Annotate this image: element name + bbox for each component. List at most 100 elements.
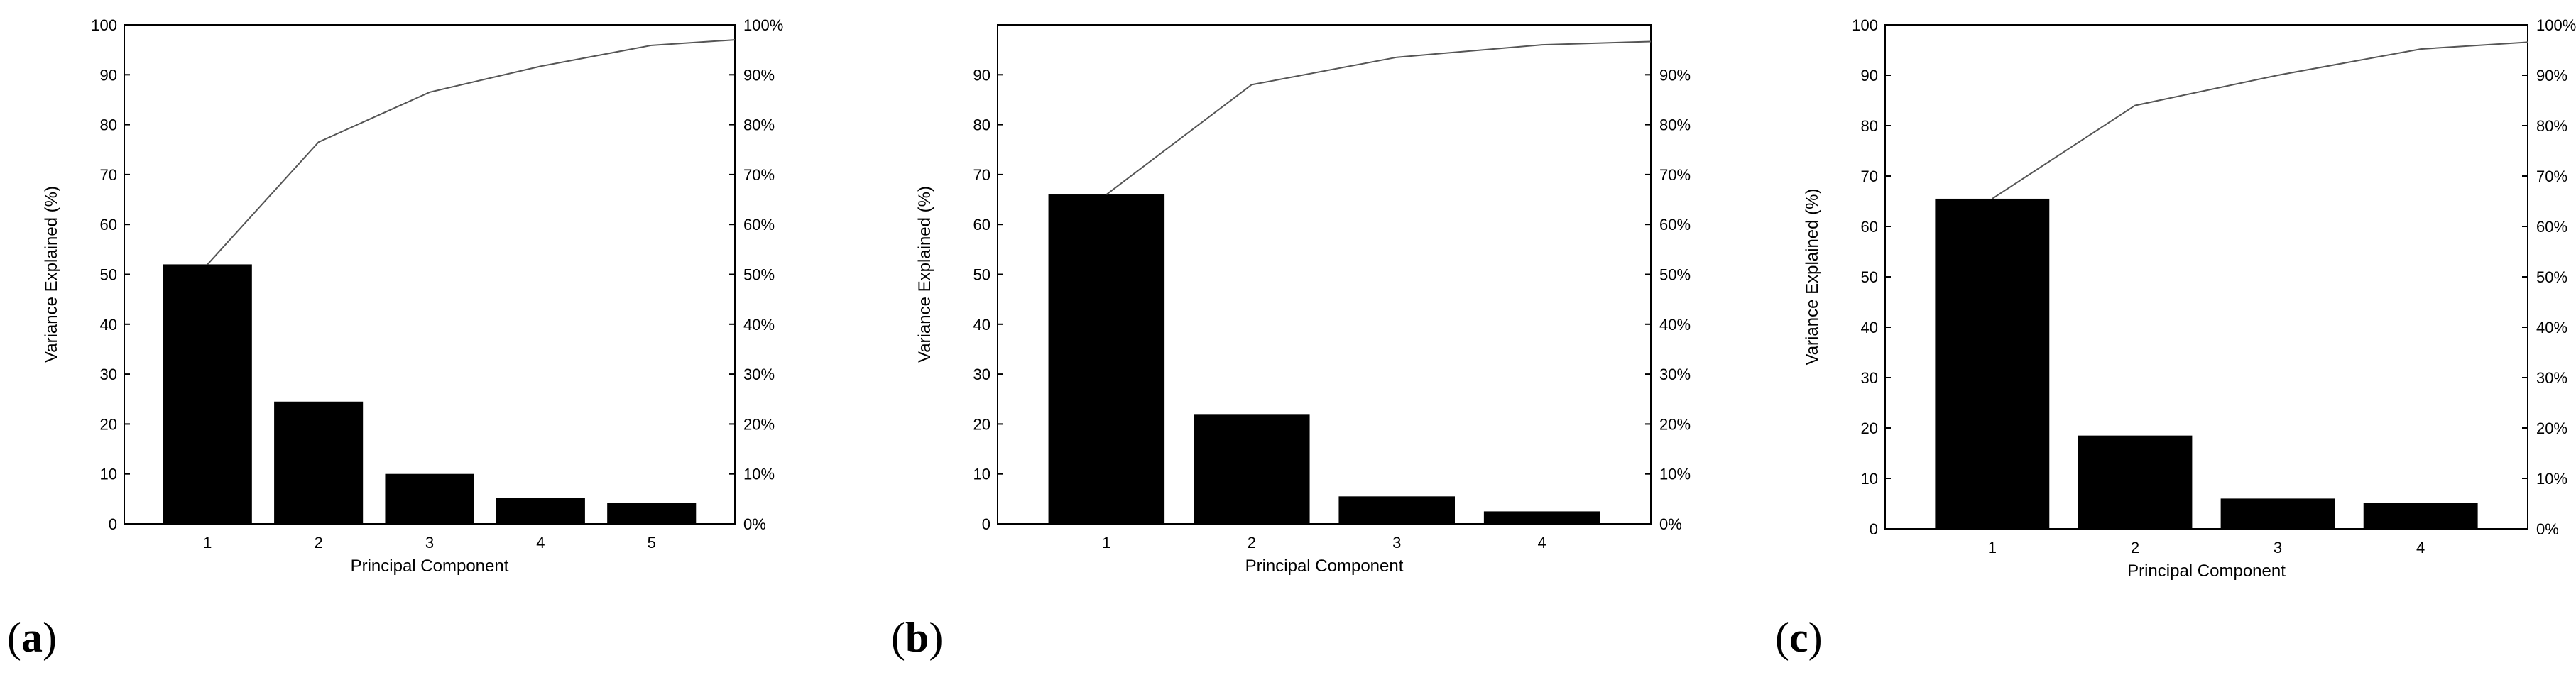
y2-tick-label: 10% (1659, 466, 1691, 483)
x-tick-label: 2 (315, 534, 323, 552)
y-tick-label: 20 (100, 415, 117, 433)
y-axis-title: Variance Explained (%) (915, 186, 934, 363)
panel-letter: a (21, 614, 43, 661)
y2-tick-label: 30% (1659, 366, 1691, 383)
y2-tick-label: 60% (2536, 218, 2567, 236)
y2-tick-label: 40% (1659, 316, 1691, 334)
y-tick-label: 60 (100, 216, 117, 234)
y2-tick-label: 100% (2536, 16, 2576, 34)
cumulative-line (207, 39, 736, 265)
y2-tick-label: 90% (743, 66, 775, 84)
y2-tick-label: 40% (2536, 319, 2567, 336)
y-tick-label: 30 (100, 366, 117, 383)
y2-tick-label: 30% (743, 366, 775, 383)
y-tick-label: 100 (91, 16, 117, 34)
bar-4 (1483, 511, 1600, 524)
y-tick-label: 40 (1861, 319, 1878, 336)
y-tick-label: 50 (1861, 268, 1878, 286)
y-tick-label: 90 (1861, 67, 1878, 84)
cumulative-line (1106, 40, 1652, 195)
x-tick-label: 1 (203, 534, 212, 552)
y-tick-label: 80 (973, 116, 990, 134)
y-tick-label: 10 (1861, 470, 1878, 488)
bar-3 (385, 473, 474, 524)
y-tick-label: 90 (100, 66, 117, 84)
y-tick-label: 40 (973, 316, 990, 334)
y2-tick-label: 80% (1659, 116, 1691, 134)
y-tick-label: 50 (973, 266, 990, 284)
y2-tick-label: 50% (1659, 266, 1691, 284)
panel-label: (c) (1775, 614, 1823, 661)
bar-2 (2078, 435, 2193, 529)
y-tick-label: 10 (973, 466, 990, 483)
y-tick-label: 90 (973, 66, 990, 84)
bar-2 (1194, 414, 1310, 524)
y2-tick-label: 90% (2536, 67, 2567, 84)
y2-tick-label: 20% (1659, 415, 1691, 433)
y2-tick-label: 90% (1659, 66, 1691, 84)
y2-tick-label: 60% (1659, 216, 1691, 234)
y2-tick-label: 20% (2536, 419, 2567, 437)
x-tick-label: 1 (1102, 534, 1110, 552)
y2-tick-label: 80% (743, 116, 775, 134)
y2-tick-label: 10% (743, 466, 775, 483)
panel-label: (b) (891, 614, 943, 661)
chart-panel-b: 0 10 20 30 40 50 60 70 80 90 0% 10% 20% 30% 40% 50% 60% 7… (891, 24, 1691, 661)
y-tick-label: 0 (109, 515, 117, 533)
x-tick-label: 4 (1538, 534, 1546, 552)
x-tick-label: 3 (425, 534, 434, 552)
x-axis-title: Principal Component (2127, 561, 2286, 581)
y2-tick-label: 80% (2536, 117, 2567, 135)
panel-letter: b (905, 614, 929, 661)
y-tick-label: 80 (1861, 117, 1878, 135)
x-axis-title: Principal Component (1245, 556, 1404, 576)
y2-tick-label: 0% (1659, 515, 1682, 533)
x-tick-label: 3 (2274, 539, 2282, 556)
y-tick-label: 60 (1861, 218, 1878, 236)
x-tick-label: 3 (1392, 534, 1401, 552)
y-tick-label: 0 (1870, 520, 1878, 538)
y-axis-title: Variance Explained (%) (1803, 188, 1822, 365)
y-tick-label: 70 (100, 166, 117, 184)
panel-label: (a) (7, 614, 57, 661)
bar-1 (1935, 198, 2050, 529)
x-tick-label: 1 (1988, 539, 1997, 556)
y2-tick-label: 70% (2536, 168, 2567, 185)
y-tick-label: 70 (973, 166, 990, 184)
bar-2 (274, 401, 364, 524)
panel-letter: c (1789, 614, 1808, 661)
chart-panel-c: 0 10 20 30 40 50 60 70 80 90 100 0% 10% 20% 30% 40% 50% 6… (1775, 16, 2576, 661)
x-tick-label: 2 (2131, 539, 2139, 556)
x-tick-label: 4 (2416, 539, 2425, 556)
bar-1 (1048, 194, 1165, 524)
x-tick-label: 5 (648, 534, 656, 552)
y-tick-label: 0 (982, 515, 990, 533)
y-tick-label: 70 (1861, 168, 1878, 185)
y-tick-label: 80 (100, 116, 117, 134)
y2-tick-label: 20% (743, 415, 775, 433)
cumulative-line (1992, 41, 2528, 199)
y2-tick-label: 70% (743, 166, 775, 184)
y2-tick-label: 30% (2536, 369, 2567, 387)
y-tick-label: 10 (100, 466, 117, 483)
y2-tick-label: 10% (2536, 470, 2567, 488)
y-tick-label: 60 (973, 216, 990, 234)
y2-tick-label: 0% (743, 515, 766, 533)
y2-tick-label: 70% (1659, 166, 1691, 184)
y-tick-label: 20 (973, 415, 990, 433)
y-tick-label: 40 (100, 316, 117, 334)
y-tick-label: 30 (1861, 369, 1878, 387)
chart-panel-a: 0 10 20 30 40 50 60 70 80 90 100 0% 10% 20% 30% 40% 50% 6… (7, 16, 783, 661)
y2-tick-label: 0% (2536, 520, 2559, 538)
y2-tick-label: 40% (743, 316, 775, 334)
y-tick-label: 50 (100, 266, 117, 284)
bar-1 (163, 264, 252, 524)
y-axis-title: Variance Explained (%) (42, 186, 61, 363)
x-tick-label: 4 (536, 534, 545, 552)
y2-tick-label: 60% (743, 216, 775, 234)
y-tick-label: 100 (1852, 16, 1878, 34)
y2-tick-label: 50% (2536, 268, 2567, 286)
y-tick-label: 30 (973, 366, 990, 383)
y2-tick-label: 100% (743, 16, 783, 34)
